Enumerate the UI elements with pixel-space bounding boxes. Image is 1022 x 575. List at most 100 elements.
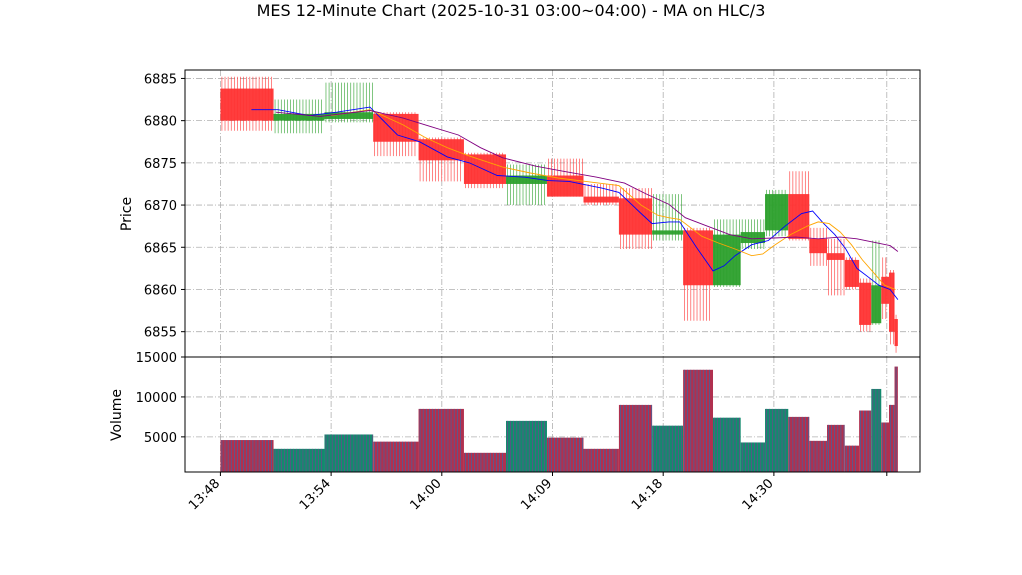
ohlc-body	[618, 198, 653, 235]
x-ticks: 13:48 13:54 14:00 14:09 14:18 14:30	[186, 472, 888, 513]
volume-bar-body	[546, 437, 584, 472]
volume-bar	[859, 410, 872, 472]
volume-bar	[844, 445, 860, 472]
volume-bar-body	[683, 369, 714, 472]
ohlc-bar-down	[373, 112, 419, 157]
price-tick-label: 6870	[144, 199, 177, 214]
volume-bar	[463, 452, 507, 472]
volume-bar-body	[827, 424, 845, 472]
volume-panel: 5000 10000 15000 Volume	[109, 351, 921, 473]
chart-title: MES 12-Minute Chart (2025-10-31 03:00~04…	[257, 1, 766, 20]
volume-bar-body	[740, 442, 766, 472]
volume-bar	[809, 440, 828, 472]
volume-bar	[765, 408, 789, 472]
ohlc-body	[881, 276, 890, 304]
ohlc-body	[220, 88, 274, 121]
volume-bar	[740, 442, 766, 472]
ohlc-bar-up	[273, 99, 325, 134]
volume-bar-body	[652, 425, 684, 472]
volume-bar-body	[809, 440, 828, 472]
volume-bar	[713, 417, 741, 472]
volume-bar-body	[881, 422, 890, 472]
ohlc-bar-down	[683, 227, 714, 321]
ohlc-body	[827, 253, 845, 260]
price-tick-label: 6885	[144, 72, 177, 87]
volume-bar-body	[765, 408, 789, 472]
volume-bar	[324, 434, 374, 472]
price-y-ticks: 6855 6860 6865 6870 6875 6880 6885	[144, 72, 185, 341]
ohlc-body	[809, 238, 828, 254]
ohlc-body	[859, 282, 872, 325]
volume-tick-label: 15000	[136, 351, 177, 366]
x-tick-label: 13:54	[297, 476, 334, 513]
volume-bar-body	[324, 434, 374, 472]
ohlc-bar-up	[324, 82, 374, 123]
volume-bar	[506, 420, 547, 472]
ohlc-bar-down	[463, 152, 507, 189]
ohlc-body	[273, 113, 325, 121]
price-axis-label: Price	[119, 197, 135, 231]
x-tick-label: 14:00	[408, 476, 445, 513]
ohlc-body	[765, 194, 789, 231]
volume-bar	[418, 408, 464, 472]
ohlc-body	[652, 230, 684, 235]
volume-bar-body	[871, 388, 882, 472]
volume-bar-body	[889, 404, 895, 472]
volume-bar	[273, 448, 325, 472]
price-bars	[220, 76, 898, 353]
volume-bar	[546, 437, 584, 472]
volume-bar	[871, 388, 882, 472]
ohlc-bar-down	[889, 270, 895, 345]
ohlc-bar-down	[220, 76, 274, 131]
ohlc-body	[373, 113, 419, 142]
ohlc-bar-up	[740, 219, 766, 249]
ma-line-3	[275, 110, 899, 252]
volume-bar-body	[583, 448, 619, 472]
ohlc-bar-down	[894, 314, 898, 353]
ohlc-bar-up	[765, 189, 789, 237]
ohlc-body	[506, 175, 547, 184]
ohlc-body	[583, 196, 619, 203]
volume-bar	[889, 404, 895, 472]
volume-axis-label: Volume	[109, 389, 125, 441]
volume-bar	[583, 448, 619, 472]
ohlc-bar-down	[827, 238, 845, 296]
ohlc-body	[844, 259, 860, 287]
x-tick-label: 14:18	[629, 476, 666, 513]
ohlc-bar-down	[809, 227, 828, 266]
ohlc-body	[463, 154, 507, 184]
volume-tick-label: 10000	[136, 391, 177, 406]
volume-bar	[618, 404, 653, 472]
x-tick-label: 13:48	[186, 476, 223, 513]
ohlc-body	[871, 285, 882, 324]
price-grid	[185, 70, 920, 357]
price-tick-label: 6880	[144, 115, 177, 130]
price-tick-label: 6875	[144, 157, 177, 172]
x-tick-label: 14:09	[518, 476, 555, 513]
volume-bar	[373, 441, 419, 472]
ohlc-bar-down	[844, 257, 860, 290]
volume-bar-body	[844, 445, 860, 472]
ohlc-bar-down	[418, 137, 464, 182]
x-tick-label: 14:30	[740, 476, 777, 513]
volume-y-ticks: 5000 10000 15000	[136, 351, 185, 446]
ohlc-body	[894, 319, 898, 347]
ohlc-bar-down	[859, 278, 872, 332]
volume-bar-body	[618, 404, 653, 472]
volume-bar	[652, 425, 684, 472]
ohlc-body	[324, 112, 374, 119]
ma-lines	[251, 106, 899, 300]
ohlc-body	[683, 230, 714, 286]
ohlc-bar-up	[713, 219, 741, 287]
volume-bar	[894, 366, 898, 472]
price-tick-label: 6855	[144, 326, 177, 341]
volume-bar	[683, 369, 714, 472]
volume-bar-body	[506, 420, 547, 472]
volume-bar	[788, 416, 810, 472]
price-panel: 6855 6860 6865 6870 6875 6880 6885 Price	[119, 69, 921, 358]
volume-bar-body	[859, 410, 872, 472]
volume-bar	[881, 422, 890, 472]
ohlc-body	[418, 139, 464, 161]
ohlc-body	[788, 194, 810, 239]
